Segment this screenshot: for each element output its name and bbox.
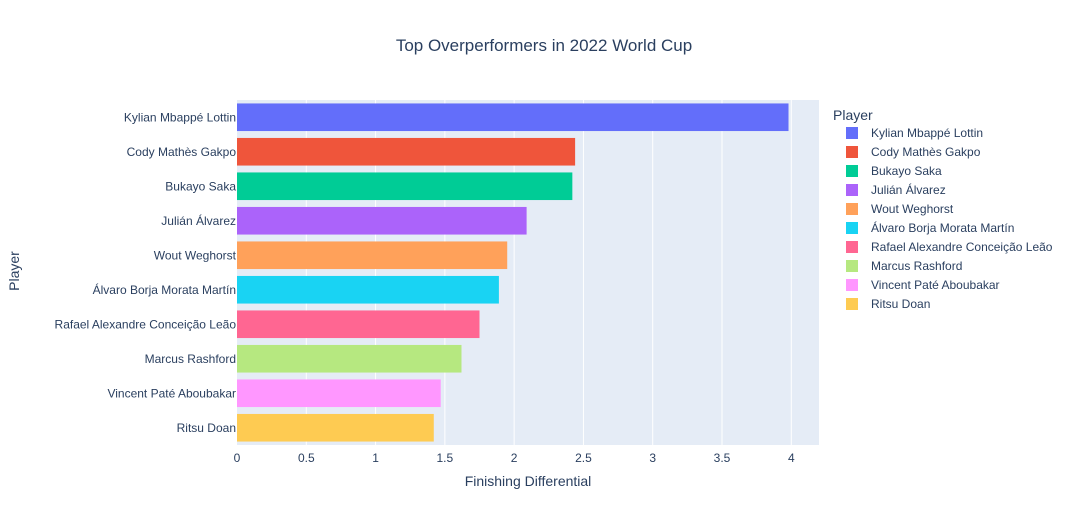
bar-alvaro-borja-morata-martin (237, 275, 499, 304)
x-tick-label: 3 (649, 451, 656, 465)
x-tick-label: 2 (511, 451, 518, 465)
legend-label: Bukayo Saka (871, 164, 942, 178)
bar-vincent-pate-aboubakar (237, 379, 441, 408)
legend-swatch (846, 184, 858, 196)
legend-swatch (846, 279, 858, 291)
legend-item-ritsu-doan[interactable]: Ritsu Doan (846, 297, 930, 311)
legend-swatch (846, 222, 858, 234)
y-tick-label: Rafael Alexandre Conceição Leão (55, 317, 237, 331)
x-tick-label: 0.5 (298, 451, 315, 465)
legend-swatch (846, 241, 858, 253)
legend-items: Kylian Mbappé Lottin Cody Mathès Gakpo Buk… (846, 126, 1053, 311)
bar-cody-mathes-gakpo (237, 137, 576, 166)
x-tick-label: 0 (234, 451, 241, 465)
bar-marcus-rashford (237, 344, 462, 373)
legend-title: Player (833, 107, 873, 123)
bar-julian-alvarez (237, 206, 527, 235)
legend-label: Kylian Mbappé Lottin (871, 126, 983, 140)
x-axis-title: Finishing Differential (465, 473, 592, 489)
y-axis-title: Player (6, 251, 22, 291)
x-tick-label: 4 (788, 451, 795, 465)
legend-label: Cody Mathès Gakpo (871, 145, 981, 159)
legend-swatch (846, 260, 858, 272)
y-tick-label: Vincent Paté Aboubakar (107, 386, 236, 400)
legend-item-julian-alvarez[interactable]: Julián Álvarez (846, 182, 946, 197)
y-tick-label: Ritsu Doan (177, 421, 236, 435)
bar-rafael-alexandre-conceicao-leao (237, 310, 480, 339)
legend-swatch (846, 146, 858, 158)
legend-item-wout-weghorst[interactable]: Wout Weghorst (846, 202, 954, 216)
legend-item-rafael-alexandre-conceicao-leao[interactable]: Rafael Alexandre Conceição Leão (846, 240, 1053, 254)
x-tick-label: 1 (372, 451, 379, 465)
x-tick-label: 1.5 (437, 451, 454, 465)
y-tick-label: Álvaro Borja Morata Martín (93, 282, 236, 297)
legend-swatch (846, 203, 858, 215)
legend-item-kylian-mbappe-lottin[interactable]: Kylian Mbappé Lottin (846, 126, 983, 140)
x-tick-label: 3.5 (714, 451, 731, 465)
y-tick-label: Cody Mathès Gakpo (127, 145, 237, 159)
chart-title: Top Overperformers in 2022 World Cup (396, 36, 692, 55)
bar-wout-weghorst (237, 241, 508, 270)
legend-label: Ritsu Doan (871, 297, 930, 311)
legend-label: Rafael Alexandre Conceição Leão (871, 240, 1053, 254)
legend-swatch (846, 127, 858, 139)
legend-item-cody-mathes-gakpo[interactable]: Cody Mathès Gakpo (846, 145, 981, 159)
y-tick-label: Wout Weghorst (154, 248, 237, 262)
y-tick-label: Julián Álvarez (161, 213, 236, 228)
legend-swatch (846, 298, 858, 310)
legend-label: Julián Álvarez (871, 182, 946, 197)
bar-ritsu-doan (237, 413, 434, 442)
y-tick-label: Bukayo Saka (165, 179, 236, 193)
y-tick-labels: Kylian Mbappé Lottin Cody Mathès Gakpo Buk… (55, 110, 237, 435)
y-tick-label: Marcus Rashford (145, 352, 236, 366)
legend: Player Kylian Mbappé Lottin Cody Mathès G… (833, 107, 1053, 311)
legend-item-alvaro-borja-morata-martin[interactable]: Álvaro Borja Morata Martín (846, 220, 1014, 235)
bar-kylian-mbappe-lottin (237, 103, 789, 132)
legend-label: Álvaro Borja Morata Martín (871, 220, 1014, 235)
legend-label: Vincent Paté Aboubakar (871, 278, 1000, 292)
x-tick-labels: 0 0.5 1 1.5 2 2.5 3 3.5 4 (234, 451, 795, 465)
y-tick-label: Kylian Mbappé Lottin (124, 110, 236, 124)
legend-swatch (846, 165, 858, 177)
legend-item-vincent-pate-aboubakar[interactable]: Vincent Paté Aboubakar (846, 278, 1000, 292)
bars (237, 103, 789, 442)
legend-label: Wout Weghorst (871, 202, 954, 216)
legend-item-bukayo-saka[interactable]: Bukayo Saka (846, 164, 942, 178)
x-tick-label: 2.5 (575, 451, 592, 465)
legend-label: Marcus Rashford (871, 259, 962, 273)
legend-item-marcus-rashford[interactable]: Marcus Rashford (846, 259, 962, 273)
bar-bukayo-saka (237, 172, 573, 201)
